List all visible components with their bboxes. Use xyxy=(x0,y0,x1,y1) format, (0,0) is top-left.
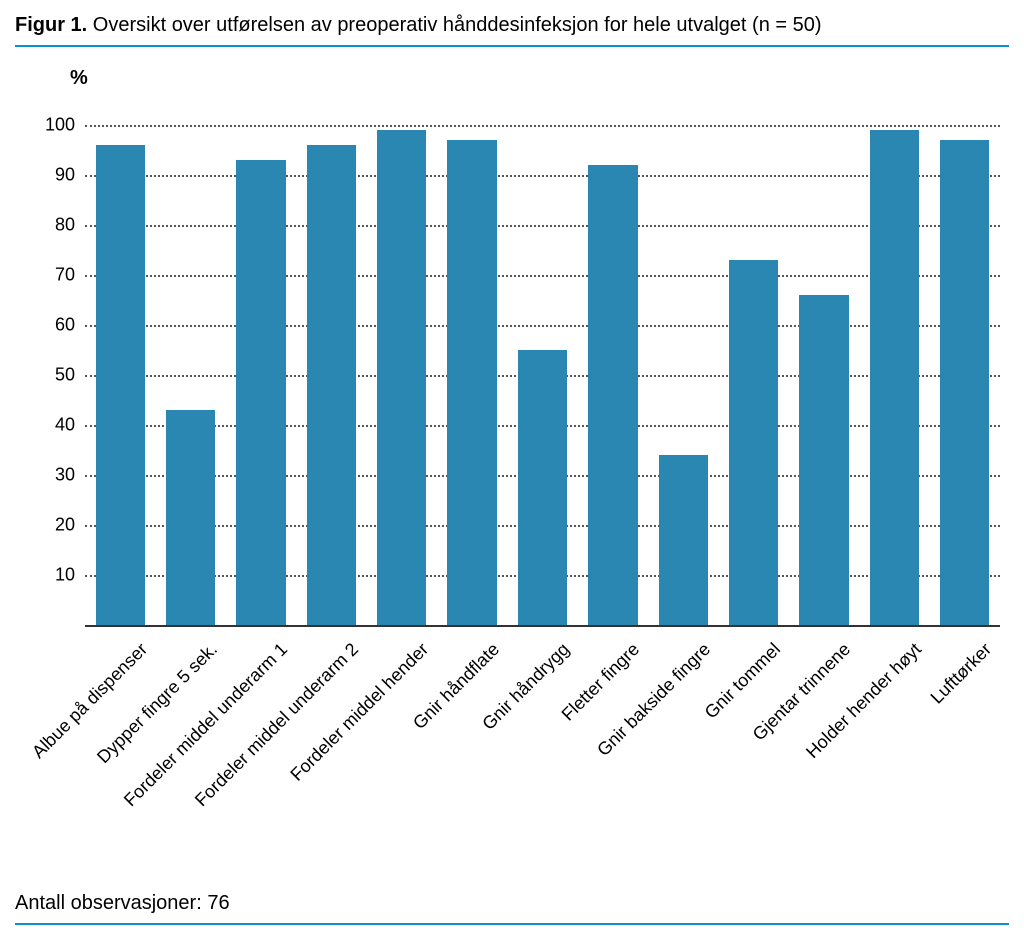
y-tick-label: 80 xyxy=(25,215,75,236)
gridline xyxy=(85,175,1000,177)
bar xyxy=(940,140,989,625)
bar xyxy=(166,410,215,625)
gridline xyxy=(85,125,1000,127)
y-axis-label: % xyxy=(70,67,88,90)
figure-title-prefix: Figur 1. xyxy=(15,14,87,36)
y-tick-label: 10 xyxy=(25,565,75,586)
bar xyxy=(870,130,919,625)
y-tick-label: 70 xyxy=(25,265,75,286)
figure-container: Figur 1. Oversikt over utførelsen av pre… xyxy=(0,0,1024,930)
figure-title-text: Oversikt over utførelsen av preoperativ … xyxy=(87,14,821,36)
y-tick-label: 90 xyxy=(25,165,75,186)
bar xyxy=(377,130,426,625)
bar xyxy=(588,165,637,625)
y-tick-label: 50 xyxy=(25,365,75,386)
bar xyxy=(447,140,496,625)
bar xyxy=(307,145,356,625)
x-axis-baseline xyxy=(85,625,1000,627)
y-tick-label: 40 xyxy=(25,415,75,436)
bar xyxy=(799,295,848,625)
plot-area xyxy=(85,105,1000,625)
y-tick-label: 30 xyxy=(25,465,75,486)
bar xyxy=(518,350,567,625)
gridline xyxy=(85,325,1000,327)
figure-footer: Antall observasjoner: 76 xyxy=(15,886,1009,925)
bar xyxy=(96,145,145,625)
y-tick-label: 60 xyxy=(25,315,75,336)
y-tick-label: 20 xyxy=(25,515,75,536)
y-tick-label: 100 xyxy=(25,115,75,136)
bar xyxy=(236,160,285,625)
bar xyxy=(659,455,708,625)
gridline xyxy=(85,225,1000,227)
bar xyxy=(729,260,778,625)
footer-text: Antall observasjoner: 76 xyxy=(15,892,230,914)
figure-title: Figur 1. Oversikt over utførelsen av pre… xyxy=(15,10,1009,47)
gridline xyxy=(85,275,1000,277)
